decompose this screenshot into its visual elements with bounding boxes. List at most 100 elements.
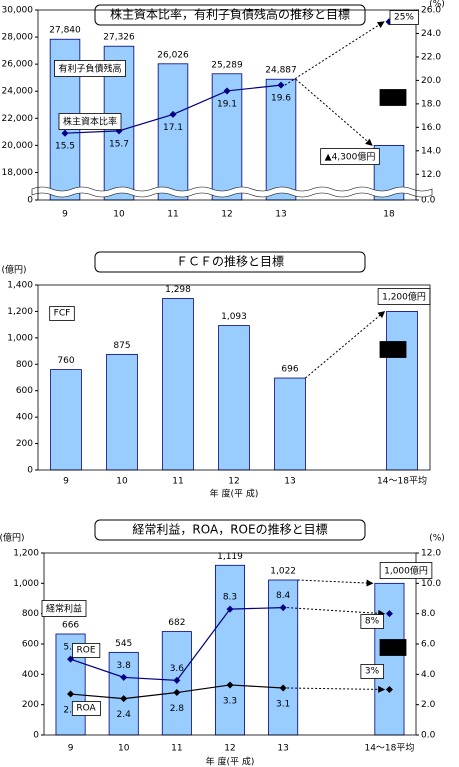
y2-tick-label: 12.0 [421, 549, 441, 559]
chart-title: 経常利益，ROA，ROEの推移と目標 [132, 523, 327, 537]
annotation: ▲4,300億円 [325, 151, 376, 163]
point [385, 610, 393, 618]
y-tick-label: 0 [27, 196, 33, 206]
value-label: 17.1 [163, 123, 183, 133]
value-label: 26,026 [157, 50, 189, 60]
bar [374, 582, 405, 736]
value-label: 1,119 [217, 552, 243, 562]
x-axis-label: 年 度(平 成) [206, 756, 255, 767]
point [173, 676, 181, 684]
y2-tick-label: 12.0 [421, 170, 441, 180]
legend-label-box [41, 600, 87, 617]
point [67, 690, 75, 698]
point [226, 681, 234, 689]
y2-tick-label: 0.0 [421, 731, 436, 741]
point [226, 605, 234, 613]
y-tick-label: 1,000 [13, 579, 39, 589]
x-tick-label: 10 [113, 210, 125, 220]
value-label: 3.6 [170, 664, 185, 674]
y2-unit: (%) [429, 0, 445, 10]
target-connector [287, 607, 386, 617]
y-unit: (億円) [1, 264, 26, 276]
bar [162, 298, 194, 471]
value-label: 24,887 [265, 66, 297, 76]
y-tick-label: 400 [22, 670, 39, 680]
y-tick-label: 22,000 [2, 114, 34, 124]
point [279, 684, 287, 692]
value-label: 3.1 [276, 699, 290, 709]
value-label: 19.1 [217, 99, 237, 109]
axis-break [31, 186, 433, 198]
x-tick-label: 9 [62, 210, 68, 220]
plot-frame [37, 9, 417, 201]
y-tick-label: 600 [16, 386, 33, 396]
value-label: 1,093 [221, 312, 247, 322]
value-label: 760 [57, 356, 74, 366]
chart-title: ＦＣＦの推移と目標 [176, 255, 284, 269]
value-label: 1,022 [270, 566, 296, 576]
x-tick-label: 11 [167, 210, 178, 220]
legend-label: 有利子負債残高 [58, 63, 121, 75]
target-connector [305, 310, 386, 379]
x-tick-label: 10 [118, 744, 130, 754]
value-label: 875 [113, 341, 130, 351]
legend-label-box [58, 113, 122, 130]
y-tick-label: 800 [16, 360, 33, 370]
annotation-box [379, 341, 407, 358]
legend-label: 株主資本比率 [63, 116, 117, 128]
x-tick-label: 11 [172, 477, 183, 487]
value-label: 666 [62, 620, 79, 630]
y-tick-label: 1,400 [7, 281, 33, 291]
bar [268, 579, 299, 736]
y-tick-label: 200 [16, 439, 33, 449]
annotation: 目標 [384, 642, 402, 654]
plot-frame [37, 284, 431, 471]
bar [386, 311, 418, 471]
y-tick-label: 1,200 [7, 307, 33, 317]
y2-tick-label: 4.0 [421, 670, 436, 680]
value-label: 8% [365, 617, 380, 627]
y-tick-label: 800 [22, 609, 39, 619]
bar [214, 564, 246, 736]
x-tick-label: 12 [221, 210, 232, 220]
value-label: 27,326 [103, 33, 135, 43]
value-label: 2.7 [63, 706, 77, 716]
y-tick-label: 0 [27, 466, 33, 476]
y-tick-label: 600 [22, 640, 39, 650]
value-label-box [377, 288, 431, 305]
y-tick-label: 400 [16, 413, 33, 423]
annotation-box [379, 89, 407, 106]
x-tick-label: 12 [228, 477, 239, 487]
x-tick-label: 13 [284, 477, 295, 487]
legend-label: ROE [76, 646, 95, 656]
point [120, 695, 128, 703]
x-tick-label: 18 [383, 210, 395, 220]
y2-tick-label: 10.0 [421, 579, 441, 589]
y2-tick-label: 22.0 [421, 52, 441, 62]
target-connector [295, 78, 373, 146]
value-label: 25,289 [211, 60, 243, 70]
point [223, 87, 231, 95]
y-tick-label: 24,000 [2, 87, 34, 97]
value-label: 25% [394, 13, 414, 23]
x-tick-label: 14〜18平均 [377, 475, 427, 487]
value-label-box [379, 562, 433, 579]
legend-label-box [72, 643, 101, 658]
value-label: 8.3 [223, 593, 237, 603]
value-label: 2.4 [117, 710, 132, 720]
y2-tick-label: 0.0 [421, 196, 436, 206]
y2-tick-label: 16.0 [421, 123, 441, 133]
value-label: 3% [365, 667, 380, 677]
legend-label: ROA [76, 704, 96, 714]
value-label: 3.8 [117, 661, 132, 671]
plot-frame [43, 552, 417, 736]
y2-tick-label: 14.0 [421, 146, 441, 156]
bar [274, 377, 306, 471]
y-tick-label: 26,000 [2, 60, 34, 70]
y-tick-label: 28,000 [2, 33, 34, 43]
value-label: 545 [115, 639, 132, 649]
bar [50, 369, 82, 471]
value-label: 27,840 [49, 26, 81, 36]
x-tick-label: 13 [275, 210, 286, 220]
